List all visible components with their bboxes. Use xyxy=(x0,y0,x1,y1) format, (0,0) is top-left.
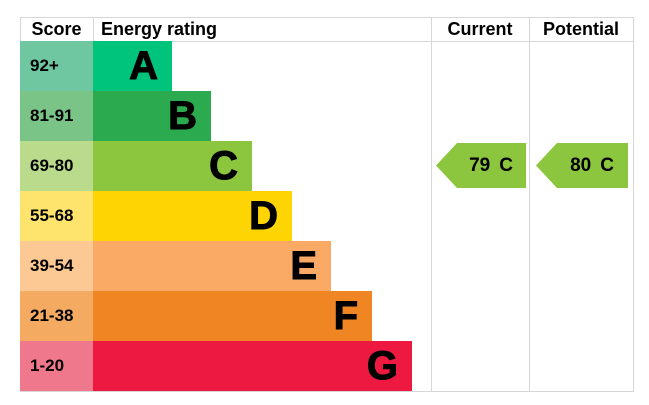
band-score-range: 1-20 xyxy=(20,341,93,391)
table-right-border xyxy=(633,17,634,392)
header-left-border xyxy=(20,17,21,41)
potential-rating-arrow: 80 C xyxy=(536,143,628,188)
band-bar-b: B xyxy=(93,91,211,141)
band-score-range: 55-68 xyxy=(20,191,93,241)
current-rating-arrow: 79 C xyxy=(436,143,526,188)
band-row-f: 21-38 F xyxy=(20,291,372,341)
band-score-range: 39-54 xyxy=(20,241,93,291)
current-rating-letter: C xyxy=(499,155,513,176)
band-score-range: 21-38 xyxy=(20,291,93,341)
band-score-range: 92+ xyxy=(20,41,93,91)
band-score-range: 69-80 xyxy=(20,141,93,191)
band-row-g: 1-20 G xyxy=(20,341,412,391)
band-row-b: 81-91 B xyxy=(20,91,211,141)
band-row-e: 39-54 E xyxy=(20,241,331,291)
current-rating-value: 79 xyxy=(469,155,491,176)
band-bar-a: A xyxy=(93,41,172,91)
band-bar-g: G xyxy=(93,341,412,391)
band-score-range: 81-91 xyxy=(20,91,93,141)
band-bar-c: C xyxy=(93,141,252,191)
potential-rating-letter: C xyxy=(600,155,614,176)
current-column-divider xyxy=(431,17,432,392)
current-header: Current xyxy=(447,19,513,39)
score-header: Score xyxy=(31,19,82,39)
energy-rating-header: Energy rating xyxy=(101,19,218,39)
band-row-a: 92+ A xyxy=(20,41,172,91)
potential-rating-value: 80 xyxy=(570,155,592,176)
table-top-border xyxy=(20,17,634,18)
score-column-divider xyxy=(93,17,94,41)
band-bar-d: D xyxy=(93,191,292,241)
potential-column-divider xyxy=(529,17,530,392)
band-row-d: 55-68 D xyxy=(20,191,292,241)
band-bar-e: E xyxy=(93,241,331,291)
band-bar-f: F xyxy=(93,291,372,341)
band-row-c: 69-80 C xyxy=(20,141,252,191)
table-bottom-border xyxy=(20,391,634,392)
potential-header: Potential xyxy=(542,19,619,39)
header-bottom-border xyxy=(20,41,634,42)
